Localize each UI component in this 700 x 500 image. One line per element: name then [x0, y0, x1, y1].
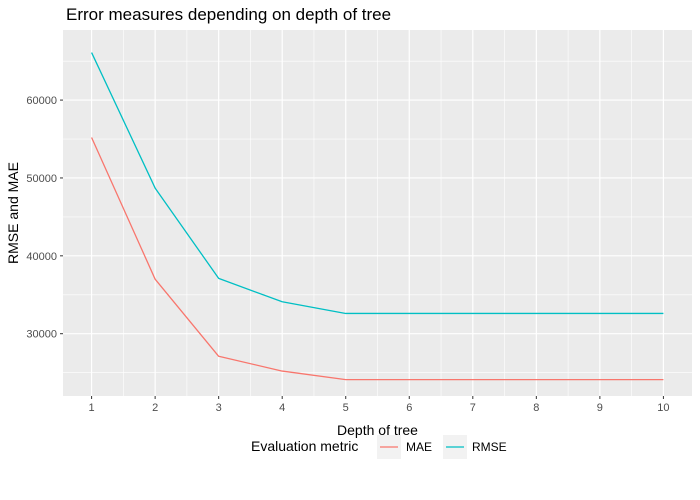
major-gridlines: [63, 30, 692, 396]
y-tick-label-0: 30000: [26, 329, 57, 341]
y-axis: 30000 40000 50000 60000: [26, 95, 63, 341]
x-axis-title: Depth of tree: [337, 422, 418, 438]
series-line-rmse: [91, 52, 664, 315]
y-tick-label-3: 60000: [26, 95, 57, 107]
legend-title: Evaluation metric: [251, 438, 358, 454]
x-tick-label-8: 9: [597, 402, 603, 414]
x-tick-label-9: 10: [657, 402, 669, 414]
legend-label-mae: MAE: [406, 440, 432, 454]
legend: Evaluation metric MAE RMSE: [251, 435, 507, 459]
x-tick-label-4: 5: [343, 402, 349, 414]
y-axis-title: RMSE and MAE: [5, 162, 21, 264]
legend-label-rmse: RMSE: [472, 440, 507, 454]
series-line-mae: [90, 137, 664, 381]
x-tick-label-3: 4: [279, 402, 285, 414]
y-tick-label-1: 40000: [26, 251, 57, 263]
chart-title: Error measures depending on depth of tre…: [66, 5, 392, 24]
x-axis: 1 2 3 4 5 6 7 8 9 10: [89, 396, 670, 414]
x-tick-label-0: 1: [89, 402, 95, 414]
x-tick-label-1: 2: [152, 402, 158, 414]
series-lines: [90, 52, 664, 381]
x-tick-label-6: 7: [470, 402, 476, 414]
x-tick-label-2: 3: [216, 402, 222, 414]
y-tick-label-2: 50000: [26, 173, 57, 185]
x-tick-label-7: 8: [533, 402, 539, 414]
minor-gridlines: [63, 30, 692, 396]
x-tick-label-5: 6: [406, 402, 412, 414]
